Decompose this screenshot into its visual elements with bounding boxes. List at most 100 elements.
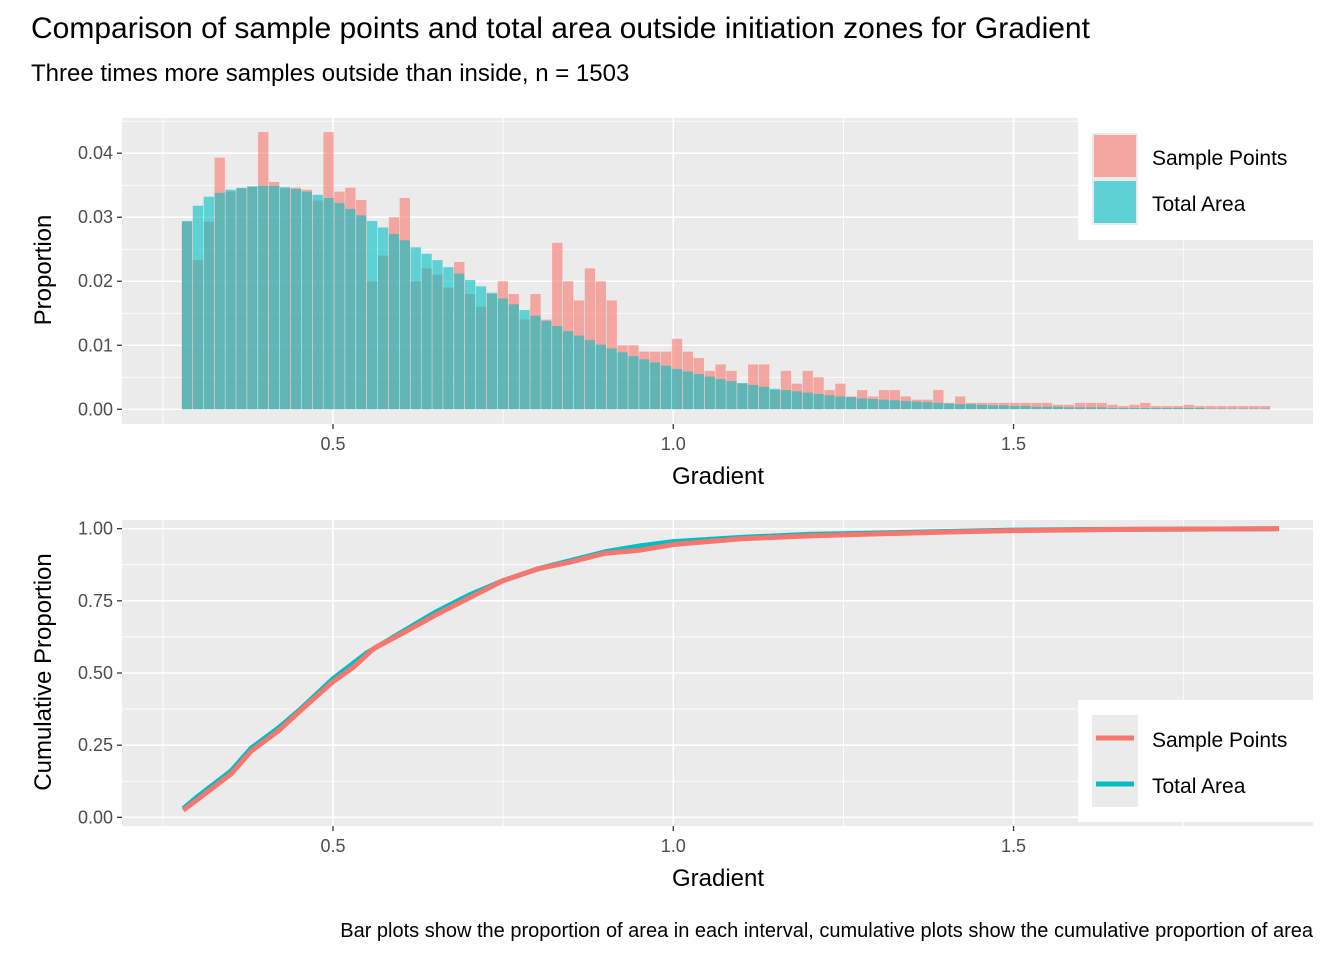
sample-points-bar — [1042, 402, 1053, 410]
total-area-bar — [1042, 406, 1053, 410]
total-area-bar — [628, 356, 639, 410]
sample-points-bar — [1183, 404, 1194, 410]
total-area-bar — [530, 315, 541, 410]
total-area-bar — [639, 359, 650, 410]
sample-points-bar — [1096, 402, 1107, 410]
total-area-bar — [410, 247, 421, 410]
total-area-bar — [682, 371, 694, 410]
sample-points-bar — [1194, 406, 1205, 410]
total-area-bar — [421, 253, 432, 410]
total-area-bar — [465, 279, 476, 410]
sample-points-bar — [933, 390, 944, 410]
total-area-bar — [1205, 408, 1216, 410]
cumulative-y-axis-title: Cumulative Proportion — [30, 553, 57, 790]
total-area-bar — [1063, 407, 1075, 410]
total-area-bar — [1183, 407, 1194, 410]
cumulative-y-tick-label: 0.50 — [78, 663, 113, 683]
total-area-bar — [813, 393, 824, 410]
total-area-bar — [1140, 407, 1151, 410]
total-area-bar — [269, 185, 280, 410]
total-area-bar — [1194, 407, 1205, 410]
proportion-legend: Sample Points Total Area — [1078, 118, 1313, 240]
legend-sample-points-label: Sample Points — [1152, 147, 1287, 170]
total-area-bar — [1161, 407, 1173, 410]
total-area-bar — [671, 368, 683, 410]
cumulative-x-axis-title: Gradient — [672, 865, 764, 892]
sample-points-bar — [1249, 406, 1260, 410]
total-area-bar — [1216, 408, 1227, 410]
total-area-bar — [998, 405, 1009, 410]
total-area-bar — [769, 388, 781, 410]
legend-sample-points-key — [1094, 135, 1136, 177]
cumulative-x-tick-label: 1.5 — [1001, 836, 1026, 856]
total-area-bar — [1096, 407, 1107, 410]
sample-points-bar — [1107, 404, 1118, 410]
cumulative-legend-total-area-label: Total Area — [1152, 775, 1246, 798]
total-area-bar — [1053, 406, 1064, 410]
total-area-bar — [1238, 408, 1249, 410]
cumulative-y-tick-label: 0.75 — [78, 591, 113, 611]
cumulative-x-tick-label: 0.5 — [320, 836, 345, 856]
chart-subtitle: Three times more samples outside than in… — [31, 60, 630, 87]
total-area-bar — [1031, 406, 1042, 410]
total-area-bar — [475, 286, 487, 410]
total-area-bar — [835, 396, 846, 410]
total-area-bar — [661, 365, 672, 410]
total-area-bar — [1118, 407, 1129, 410]
total-area-bar — [1227, 408, 1238, 410]
cumulative-y-tick-label: 0.00 — [78, 807, 113, 827]
chart-caption: Bar plots show the proportion of area in… — [340, 920, 1313, 942]
total-area-bar — [900, 400, 911, 410]
legend-total-area-key — [1094, 181, 1136, 223]
total-area-bar — [508, 304, 519, 410]
sample-points-bar — [1074, 402, 1086, 410]
total-area-bar — [802, 392, 813, 410]
sample-points-bar — [1172, 406, 1184, 410]
proportion-panel-axes: 0.5 1.0 1.5 0.00 0.01 0.02 0.03 0.04 — [78, 143, 1026, 454]
sample-points-bar — [1118, 406, 1129, 410]
sample-points-bar — [1085, 402, 1096, 410]
cumulative-x-tick-label: 1.0 — [661, 836, 686, 856]
total-area-bar — [323, 198, 334, 410]
total-area-bar — [1259, 408, 1271, 410]
total-area-bar — [1085, 407, 1096, 410]
total-area-bar — [181, 221, 193, 410]
sample-points-bar — [1259, 406, 1271, 410]
total-area-bar — [791, 391, 802, 410]
total-area-bar — [356, 215, 367, 410]
total-area-bar — [595, 344, 606, 410]
sample-points-bar — [584, 268, 596, 410]
total-area-bar — [377, 227, 389, 410]
total-area-bar — [432, 260, 443, 410]
total-area-bar — [279, 187, 291, 410]
total-area-bar — [748, 384, 759, 410]
total-area-bars — [181, 185, 1271, 410]
legend-total-area-label: Total Area — [1152, 193, 1246, 216]
sample-points-bar — [955, 396, 966, 410]
sample-points-bar — [1161, 406, 1173, 410]
total-area-bar — [563, 331, 574, 410]
proportion-x-axis-title: Gradient — [672, 463, 764, 490]
total-area-bar — [454, 273, 465, 410]
total-area-bar — [519, 310, 530, 410]
total-area-bar — [236, 187, 247, 410]
total-area-bar — [541, 320, 552, 410]
total-area-bar — [911, 401, 922, 410]
total-area-bar — [247, 186, 258, 410]
total-area-bar — [617, 352, 628, 410]
sample-points-bar — [1031, 402, 1042, 410]
total-area-bar — [573, 335, 585, 410]
proportion-y-tick-label: 0.04 — [78, 143, 113, 163]
total-area-bar — [301, 191, 312, 410]
sample-points-line — [181, 526, 1279, 813]
total-area-bar — [192, 205, 204, 410]
sample-points-bar — [1129, 404, 1140, 410]
total-area-bar — [867, 399, 879, 410]
total-area-bar — [552, 326, 563, 410]
total-area-bar — [1107, 407, 1118, 410]
total-area-bar — [933, 402, 944, 410]
proportion-y-tick-label: 0.03 — [78, 207, 113, 227]
total-area-bar — [759, 386, 770, 410]
cumulative-panel-axes: 0.5 1.0 1.5 0.00 0.25 0.50 0.75 1.00 — [78, 519, 1026, 856]
sample-points-bar — [1063, 404, 1075, 410]
